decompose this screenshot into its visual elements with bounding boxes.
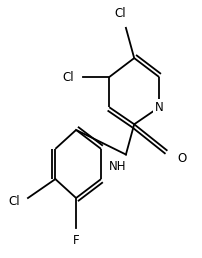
Text: O: O (177, 152, 187, 165)
Text: Cl: Cl (114, 7, 126, 20)
Text: Cl: Cl (8, 195, 20, 208)
Text: Cl: Cl (63, 70, 75, 84)
Text: N: N (155, 101, 163, 114)
Text: F: F (73, 234, 79, 247)
Text: NH: NH (108, 160, 126, 173)
